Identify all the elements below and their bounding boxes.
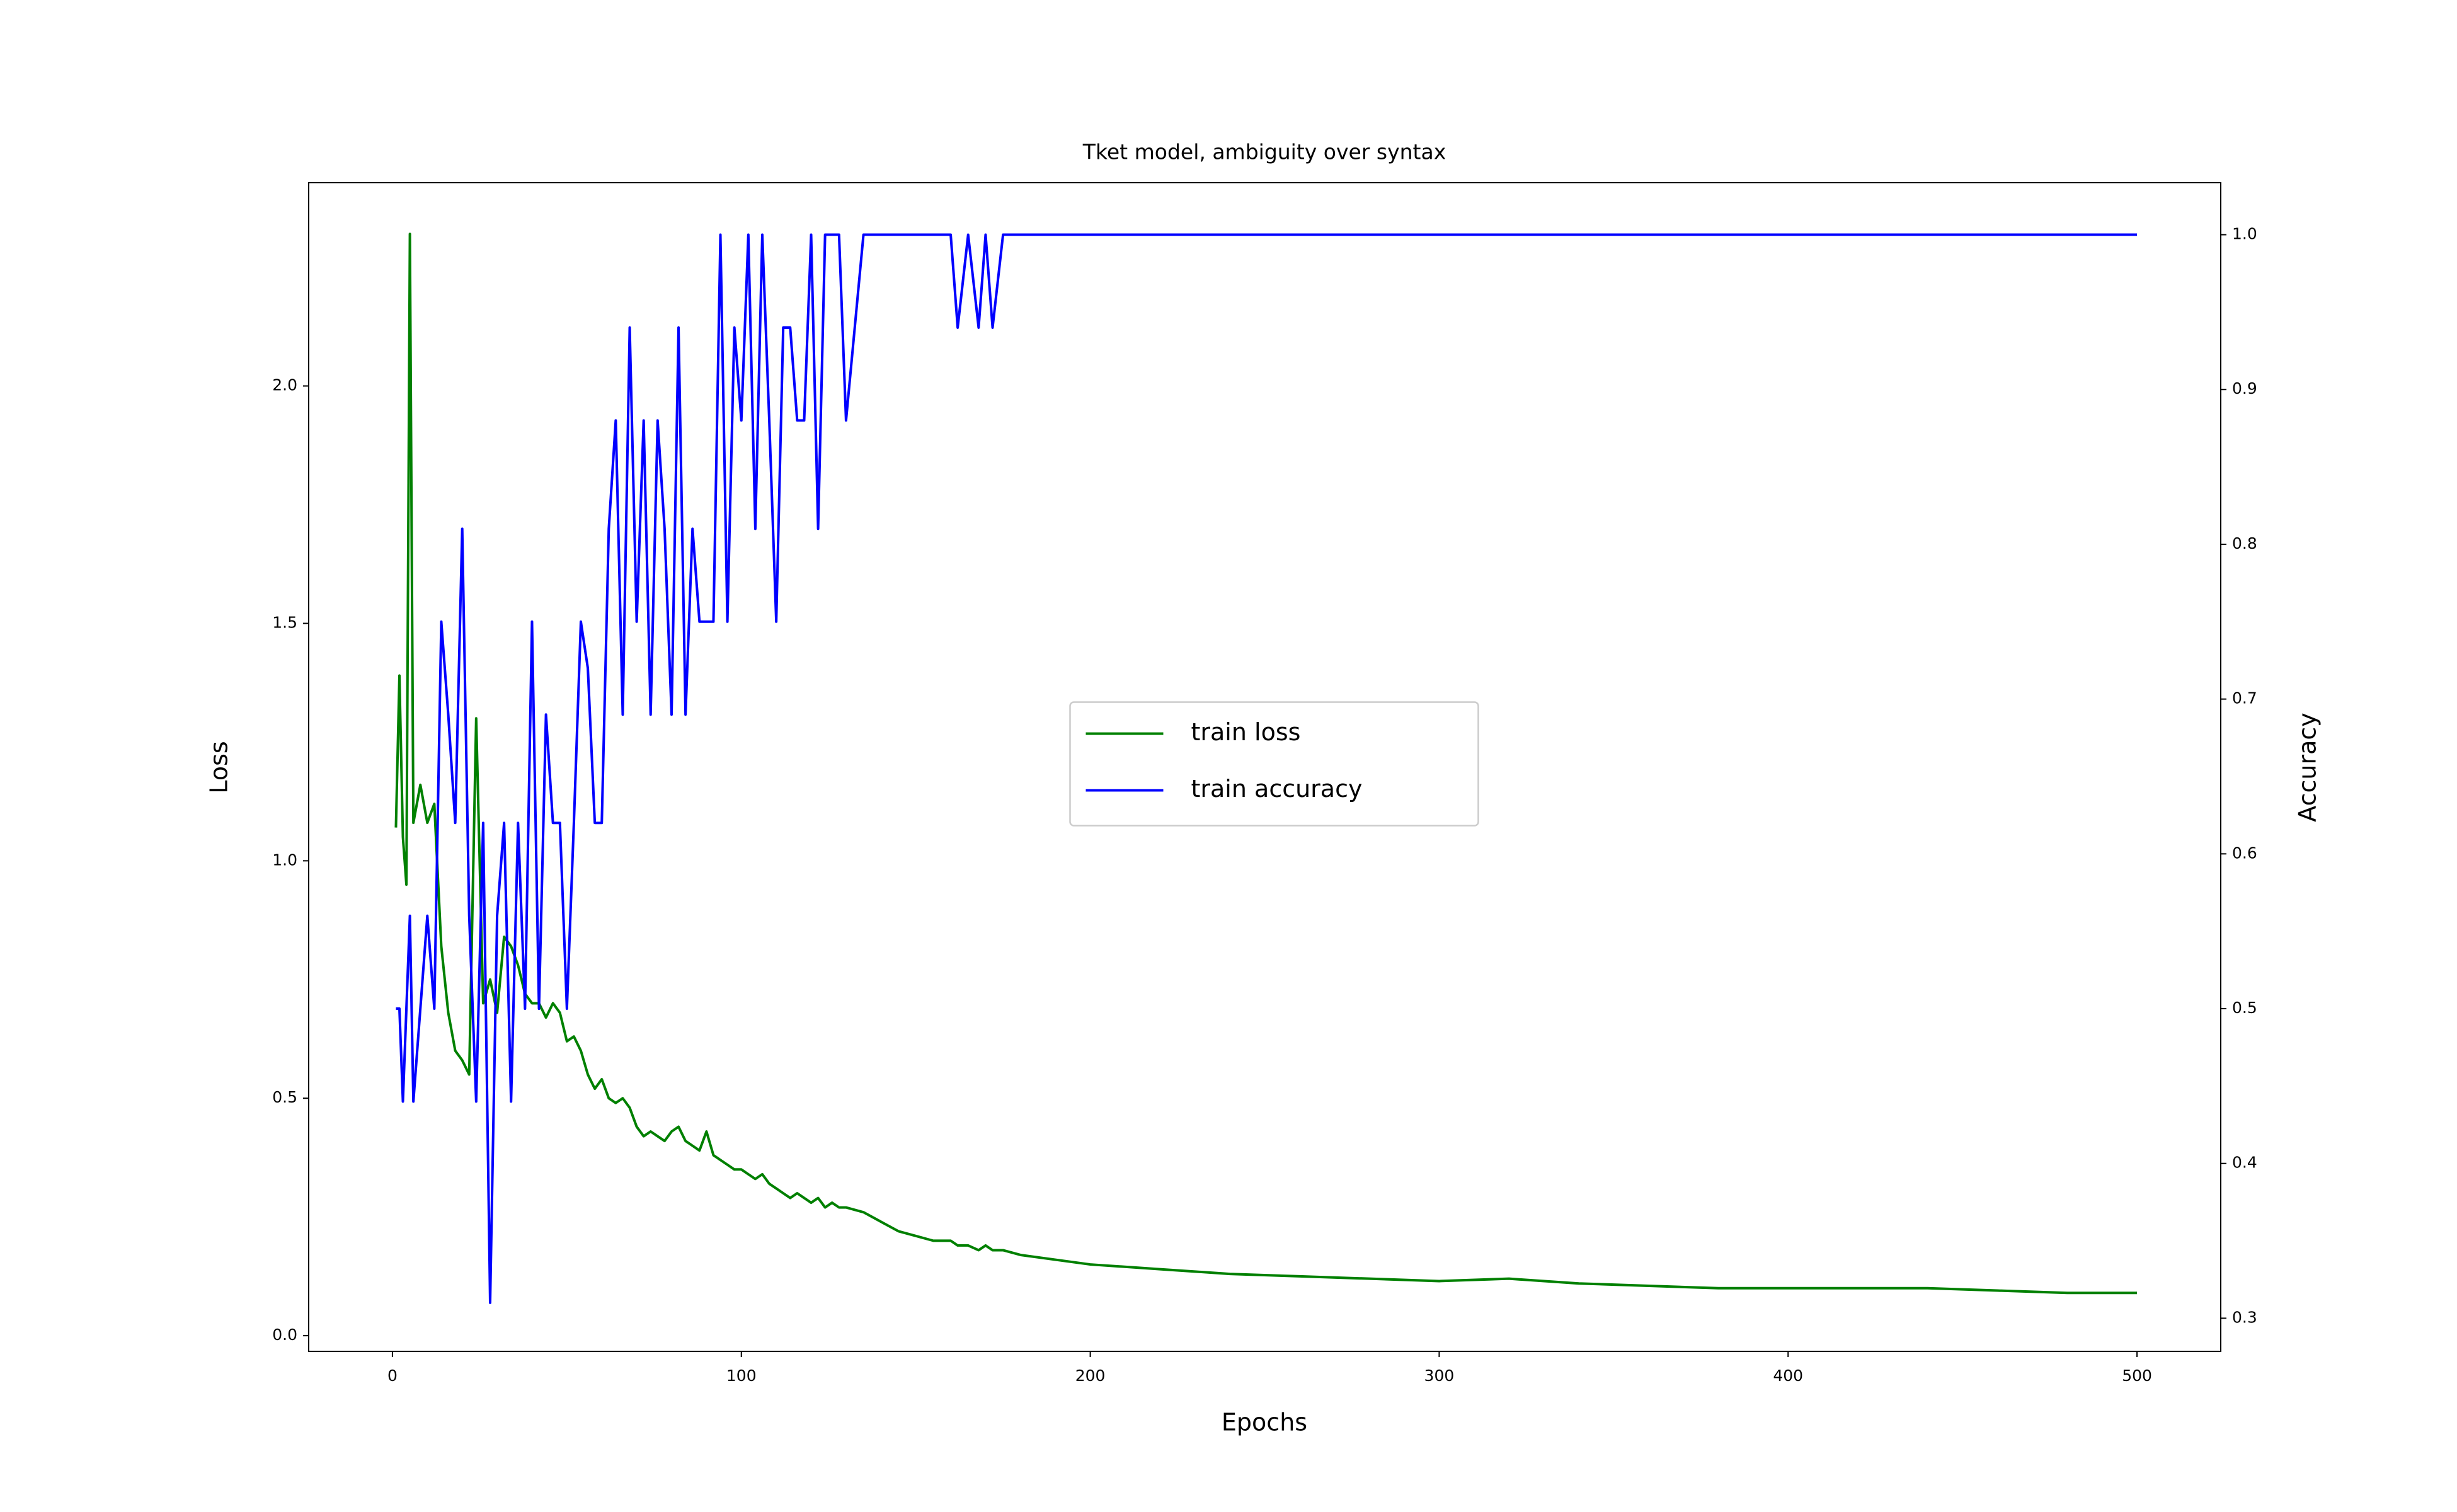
y2-tick-label: 0.5	[2232, 999, 2257, 1017]
y2-tick-label: 0.7	[2232, 689, 2257, 707]
legend-label: train loss	[1191, 718, 1301, 746]
legend-box	[1069, 701, 1479, 827]
plot-frame	[308, 182, 2221, 1352]
y2-tick-label: 0.9	[2232, 379, 2257, 398]
data-line	[394, 232, 2138, 1295]
x-tick-label: 300	[1424, 1366, 1455, 1385]
data-line	[396, 233, 2138, 1304]
y-axis-label: Loss	[205, 741, 233, 793]
y-tick-label: 2.0	[272, 376, 297, 394]
y2-tick-label: 0.3	[2232, 1308, 2257, 1326]
y2-tick-label: 0.8	[2232, 534, 2257, 553]
x-axis-label: Epochs	[1222, 1409, 1307, 1436]
y-tick-label: 1.5	[272, 613, 297, 631]
x-tick-label: 100	[726, 1366, 757, 1385]
chart-title: Tket model, ambiguity over syntax	[1082, 140, 1446, 164]
x-tick-label: 200	[1075, 1366, 1106, 1385]
x-tick-label: 500	[2122, 1366, 2152, 1385]
legend-label: train accuracy	[1191, 775, 1363, 803]
y-tick-label: 0.0	[272, 1326, 297, 1344]
y-tick-label: 1.0	[272, 850, 297, 869]
y2-tick-label: 0.4	[2232, 1154, 2257, 1172]
x-tick-label: 0	[387, 1366, 398, 1385]
y-tick-label: 0.5	[272, 1088, 297, 1106]
y2-tick-label: 1.0	[2232, 225, 2257, 243]
y2-tick-label: 0.6	[2232, 844, 2257, 862]
y2-axis-label: Accuracy	[2294, 713, 2322, 822]
x-tick-label: 400	[1773, 1366, 1803, 1385]
